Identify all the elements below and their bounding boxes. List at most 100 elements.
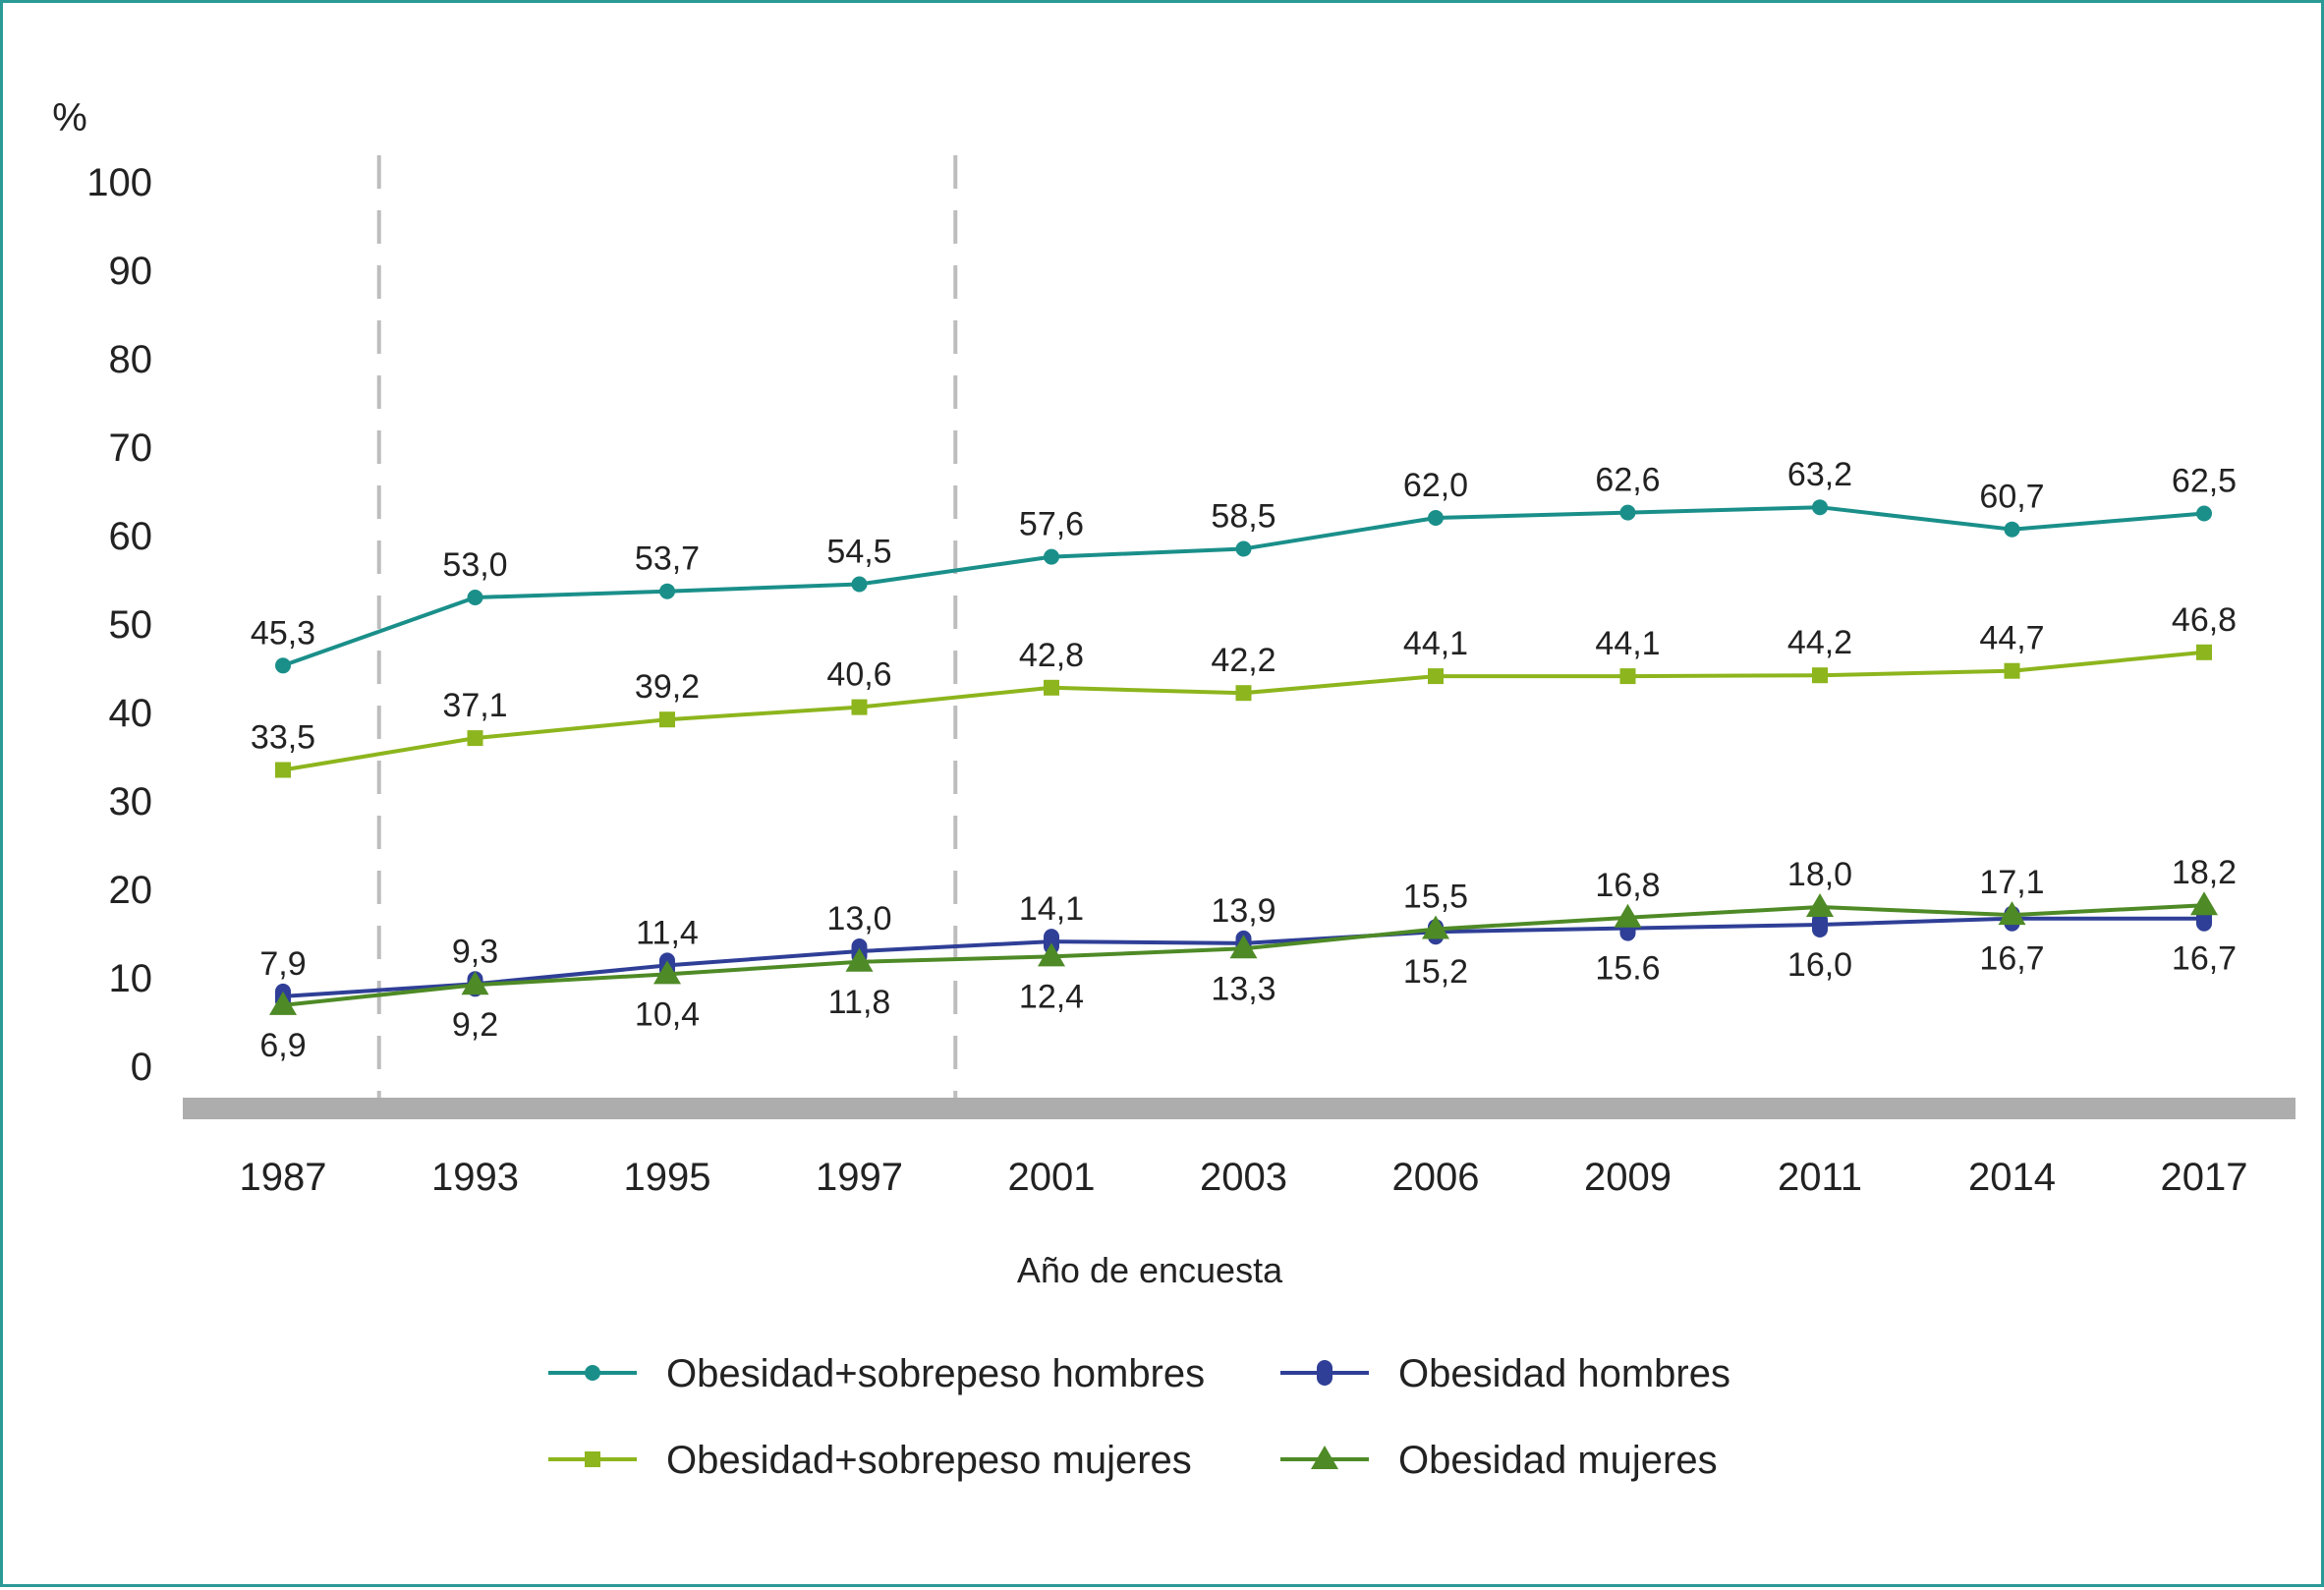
data-point	[275, 657, 291, 674]
legend-marker	[1311, 1446, 1338, 1469]
x-tick-label: 2006	[1392, 1156, 1480, 1199]
data-point	[1619, 504, 1636, 521]
x-tick-label: 2017	[2161, 1156, 2248, 1199]
data-point	[1812, 667, 1828, 684]
y-tick-label: 80	[109, 338, 153, 381]
data-label: 13,9	[1211, 892, 1275, 930]
data-point	[1998, 901, 2026, 926]
data-point	[845, 947, 874, 972]
legend-marker	[585, 1365, 600, 1381]
legend-item: Obesidad mujeres	[1280, 1439, 1718, 1482]
data-label: 62,5	[2172, 463, 2237, 500]
data-point	[1428, 510, 1444, 526]
data-label: 15,5	[1403, 879, 1468, 916]
data-label: 46,8	[2172, 601, 2237, 639]
x-tick-label: 2001	[1008, 1156, 1096, 1199]
data-point	[851, 699, 868, 715]
data-point	[659, 711, 675, 728]
data-point	[2004, 662, 2020, 679]
data-point	[1038, 942, 1065, 967]
data-label: 6,9	[259, 1027, 306, 1064]
data-label: 42,2	[1211, 642, 1275, 679]
legend-item: Obesidad+sobrepeso mujeres	[548, 1439, 1192, 1482]
data-label: 60,7	[1979, 479, 2044, 516]
data-point	[461, 971, 489, 995]
data-point	[2196, 505, 2212, 522]
line-chart: % 0 10 20 30 40 50 60 70 80 90 100 1987 1993 1995 199…	[52, 96, 2296, 1482]
data-point	[1235, 540, 1252, 557]
y-tick-label: 70	[109, 426, 153, 470]
data-label: 10,4	[635, 995, 700, 1033]
data-label: 16,7	[1979, 940, 2044, 978]
data-label: 53,7	[635, 540, 700, 578]
data-label: 11,8	[828, 984, 891, 1021]
x-tick-label: 2011	[1778, 1156, 1862, 1199]
data-point	[275, 762, 291, 778]
data-point	[1044, 929, 1059, 955]
data-label: 11,4	[636, 914, 699, 951]
x-tick-label: 1997	[816, 1156, 903, 1199]
data-label: 42,8	[1019, 637, 1084, 674]
data-point	[2004, 521, 2020, 538]
data-label: 44,2	[1787, 624, 1852, 661]
y-tick-label: 50	[109, 603, 153, 647]
data-point	[2196, 644, 2212, 660]
data-label: 62,6	[1595, 462, 1660, 499]
data-label: 58,5	[1211, 498, 1275, 536]
y-tick-label: 10	[109, 957, 153, 1000]
data-label: 14,1	[1019, 890, 1084, 928]
series-1: 45,3 53,0 53,7 54,5 57,6 58,5 62,0 62,6 63,2 60,7…	[251, 456, 2237, 674]
x-tick-label: 2009	[1584, 1156, 1672, 1199]
data-point	[467, 730, 483, 747]
data-point	[467, 590, 483, 605]
data-point	[1806, 893, 1834, 917]
legend-label: Obesidad+sobrepeso mujeres	[666, 1439, 1192, 1482]
data-label: 37,1	[442, 687, 507, 724]
data-label: 44,1	[1403, 625, 1468, 662]
data-point	[2190, 891, 2218, 916]
data-label: 17,1	[1979, 864, 2044, 901]
data-point	[1812, 912, 1828, 937]
data-label: 44,1	[1595, 625, 1660, 662]
x-tick-label: 2014	[1968, 1156, 2056, 1199]
y-tick-label: 20	[109, 869, 153, 912]
series-2: 33,5 37,1 39,2 40,6 42,8 42,2 44,1 44,1 44,2 44,7…	[251, 601, 2237, 778]
y-tick-label: 90	[109, 250, 153, 293]
data-label: 39,2	[635, 668, 700, 706]
data-label: 13,3	[1211, 970, 1275, 1007]
data-label: 15,2	[1403, 953, 1468, 991]
legend-item: Obesidad hombres	[1280, 1352, 1730, 1395]
data-point	[1044, 679, 1059, 696]
legend-label: Obesidad hombres	[1398, 1352, 1730, 1395]
data-label: 13,0	[826, 900, 891, 937]
y-tick-label: 60	[109, 515, 153, 558]
data-label: 62,0	[1403, 467, 1468, 504]
data-label: 57,6	[1019, 506, 1084, 543]
data-label: 33,5	[251, 719, 315, 757]
y-tick-label: 40	[109, 692, 153, 735]
data-label: 16,8	[1595, 867, 1660, 904]
data-point	[659, 583, 675, 599]
data-label: 44,7	[1979, 620, 2044, 657]
data-point	[1614, 903, 1642, 928]
x-tick-label: 1993	[431, 1156, 519, 1199]
x-axis-ticks: 1987 1993 1995 1997 2001 2003 2006 2009 2011 2014…	[240, 1156, 2248, 1199]
x-axis-band	[183, 1098, 2296, 1119]
y-axis-label: %	[52, 96, 87, 140]
x-tick-label: 1995	[624, 1156, 711, 1199]
x-tick-label: 1987	[240, 1156, 327, 1199]
legend-label: Obesidad mujeres	[1398, 1439, 1718, 1482]
data-label: 63,2	[1787, 456, 1852, 493]
data-label: 18,0	[1787, 856, 1852, 893]
data-point	[1428, 668, 1444, 685]
data-label: 40,6	[826, 656, 891, 694]
data-point	[1235, 685, 1252, 702]
data-label: 12,4	[1019, 978, 1084, 1015]
data-point	[1044, 548, 1059, 565]
data-label: 9,3	[452, 933, 498, 970]
data-label: 7,9	[259, 945, 306, 983]
y-tick-label: 0	[131, 1046, 152, 1089]
x-axis-title: Año de encuesta	[1017, 1250, 1283, 1290]
x-tick-label: 2003	[1200, 1156, 1287, 1199]
